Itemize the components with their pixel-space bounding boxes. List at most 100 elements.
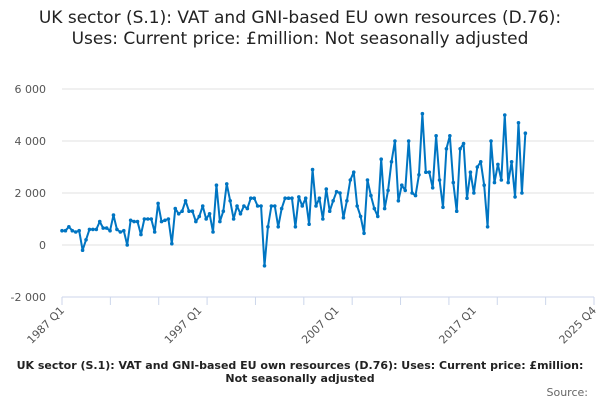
data-point: [255, 204, 260, 208]
data-point: [218, 219, 222, 224]
data-point: [434, 134, 438, 138]
data-point: [516, 121, 521, 125]
x-tick-label: 2025 Q4: [557, 304, 600, 347]
data-point: [489, 139, 493, 143]
data-point: [142, 217, 147, 221]
data-point: [386, 188, 390, 193]
data-point: [499, 178, 504, 182]
chart-title: UK sector (S.1): VAT and GNI-based EU ow…: [38, 8, 562, 49]
data-point: [238, 212, 243, 216]
data-point: [430, 186, 435, 190]
data-point: [87, 227, 92, 232]
data-point: [235, 204, 239, 208]
data-point: [358, 214, 363, 219]
data-point: [276, 225, 281, 229]
source-label: Source:: [546, 386, 589, 399]
data-point: [180, 209, 184, 213]
y-tick-label: 4 000: [15, 135, 47, 148]
data-point: [297, 195, 301, 199]
data-point: [101, 226, 105, 230]
data-point: [478, 160, 483, 164]
data-point: [448, 134, 452, 138]
data-point: [369, 193, 373, 198]
data-point: [259, 204, 263, 208]
data-point: [389, 160, 394, 164]
data-point: [362, 231, 366, 236]
data-point: [348, 178, 353, 182]
data-point: [468, 170, 473, 174]
data-point: [427, 170, 432, 174]
data-point: [300, 204, 305, 208]
data-point: [197, 214, 202, 219]
data-point: [60, 228, 64, 233]
data-point: [111, 213, 116, 217]
data-point: [461, 141, 466, 146]
data-point: [159, 219, 164, 224]
data-point: [214, 183, 219, 187]
data-point: [187, 209, 191, 213]
data-point: [444, 147, 449, 151]
data-point: [496, 162, 500, 167]
data-point: [156, 201, 160, 206]
data-point: [351, 170, 356, 174]
data-point: [307, 222, 311, 226]
data-point: [149, 217, 154, 221]
data-point: [454, 209, 459, 213]
data-point: [441, 205, 445, 210]
data-point: [482, 183, 486, 187]
y-tick-label: -2 000: [11, 291, 46, 304]
data-point: [520, 191, 524, 195]
data-point: [310, 167, 315, 172]
data-point: [91, 227, 95, 232]
x-tick-label: 2017 Q1: [436, 304, 479, 347]
data-point: [152, 230, 157, 234]
data-point: [502, 113, 507, 117]
data-point: [73, 230, 78, 234]
data-point: [231, 217, 236, 221]
y-tick-label: 6 000: [15, 83, 47, 96]
data-point: [108, 228, 112, 233]
data-point: [365, 178, 370, 182]
data-point: [115, 227, 119, 232]
data-point: [314, 204, 318, 208]
data-point: [424, 170, 428, 174]
data-point: [341, 215, 346, 220]
data-point: [207, 212, 212, 216]
data-point: [290, 196, 294, 200]
data-point: [382, 206, 387, 211]
data-point: [190, 209, 195, 213]
chart-footer-title: UK sector (S.1): VAT and GNI-based EU ow…: [16, 359, 584, 385]
data-point: [451, 180, 456, 185]
data-point: [173, 206, 178, 211]
data-point: [286, 196, 291, 200]
data-point: [63, 228, 68, 233]
data-point: [121, 228, 126, 233]
data-point: [200, 204, 205, 208]
data-point: [475, 165, 480, 169]
data-point: [245, 206, 250, 211]
data-point: [252, 196, 257, 200]
data-point: [293, 225, 298, 229]
data-point: [163, 218, 167, 223]
data-point: [303, 196, 308, 200]
y-tick-label: 2 000: [15, 187, 47, 200]
data-point: [248, 196, 253, 200]
data-point: [211, 230, 215, 234]
data-point: [67, 225, 71, 229]
data-point: [283, 196, 287, 200]
data-point: [506, 180, 510, 185]
data-point: [355, 204, 359, 208]
data-point: [204, 217, 208, 221]
data-point: [492, 180, 497, 185]
data-point: [104, 226, 109, 230]
data-point: [118, 230, 123, 234]
data-point: [317, 196, 322, 200]
data-point: [472, 191, 476, 195]
data-point: [228, 199, 232, 203]
data-point: [331, 199, 335, 203]
series-line: [62, 112, 527, 267]
data-point: [70, 228, 75, 233]
data-point: [338, 191, 342, 195]
data-point: [420, 111, 425, 116]
